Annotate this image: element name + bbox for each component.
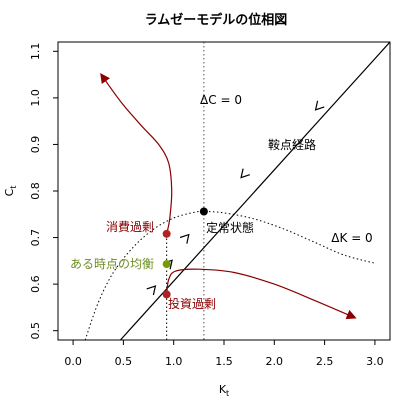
x-tick-label: 0.5: [115, 355, 133, 368]
equilibrium-point: [162, 260, 171, 269]
x-axis-title-sub: t: [226, 389, 229, 398]
over-investment-point: [162, 290, 171, 299]
x-axis: 0.0 0.5 1.0 1.5 2.0 2.5 3.0: [64, 340, 384, 368]
over-consumption-point: [162, 229, 171, 238]
annotations: ΔC = 0 ΔK = 0 鞍点経路 定常状態 消費過剰 ある時点の均衡 投資過…: [70, 93, 373, 311]
saddle-path-line: [119, 42, 390, 340]
chart-title: ラムゼーモデルの位相図: [145, 12, 288, 28]
y-tick-label: 0.5: [29, 322, 42, 340]
x-tick-label: 3.0: [366, 355, 384, 368]
equilibrium-label: ある時点の均衡: [70, 257, 154, 271]
y-tick-label: 0.7: [29, 229, 42, 247]
over-investment-label: 投資過剰: [168, 296, 216, 311]
x-tick-label: 1.0: [165, 355, 183, 368]
y-tick-label: 1.1: [29, 43, 42, 61]
delta-c-zero-label: ΔC = 0: [200, 93, 242, 107]
curves-layer: [84, 42, 390, 340]
y-axis-title: Ct: [3, 186, 18, 197]
x-tick-label: 1.5: [215, 355, 233, 368]
over-investment-path: [166, 268, 357, 320]
x-tick-label: 0.0: [64, 355, 82, 368]
y-axis-title-main: C: [3, 188, 16, 196]
saddle-path-arrow: [240, 168, 250, 179]
y-axis: 0.5 0.6 0.7 0.8 0.9 1.0 1.1: [29, 43, 58, 340]
plot-area: [84, 42, 390, 340]
y-tick-label: 0.9: [29, 136, 42, 154]
over-consumption-path: [100, 72, 173, 234]
x-tick-label: 2.5: [316, 355, 334, 368]
y-tick-label: 0.6: [29, 275, 42, 293]
saddle-path-arrow: [314, 100, 325, 111]
steady-state-label: 定常状態: [206, 220, 254, 235]
delta-k-zero-label: ΔK = 0: [331, 231, 372, 245]
marks-layer: [162, 207, 208, 299]
saddle-path-arrow: [179, 233, 190, 244]
saddle-path-label: 鞍点経路: [268, 137, 316, 152]
saddle-path-arrow: [146, 285, 157, 296]
over-consumption-label: 消費過剰: [106, 219, 154, 234]
x-axis-title-main: K: [219, 383, 227, 396]
x-axis-title: Kt: [219, 383, 229, 398]
y-tick-label: 1.0: [29, 89, 42, 107]
y-axis-title-sub: t: [9, 186, 18, 189]
delta-k-zero-curve: [84, 210, 376, 340]
x-tick-label: 2.0: [266, 355, 284, 368]
plot-frame: [57, 41, 391, 341]
y-tick-label: 0.8: [29, 182, 42, 200]
steady-state-point: [199, 207, 208, 216]
